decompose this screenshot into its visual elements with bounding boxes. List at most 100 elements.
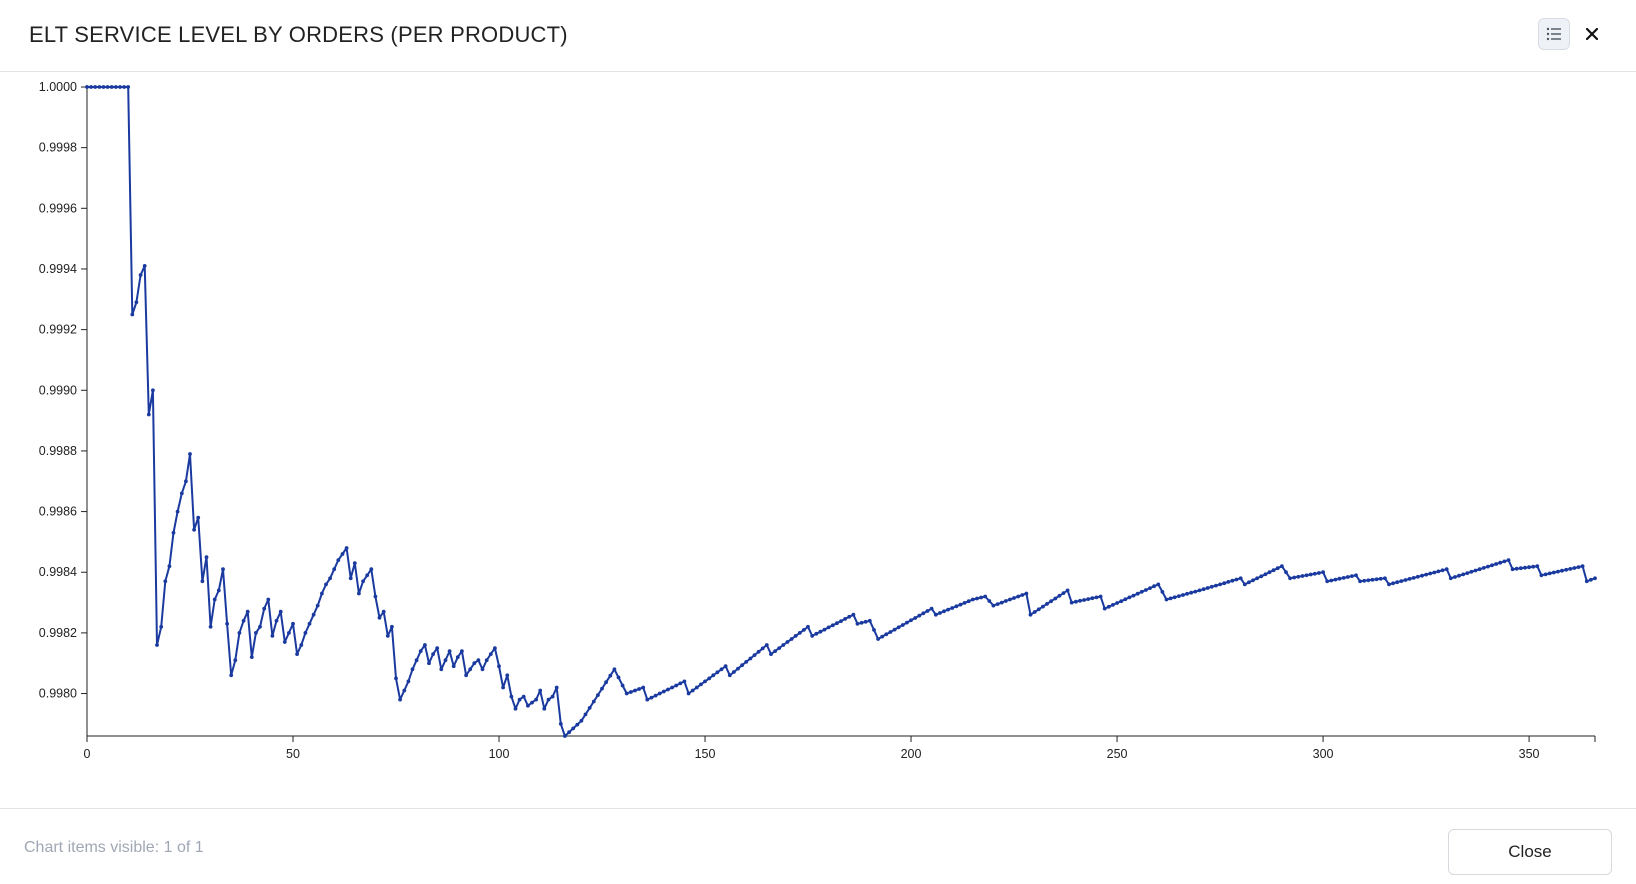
data-point <box>896 625 901 630</box>
data-point <box>410 667 415 672</box>
data-point <box>1486 564 1490 569</box>
data-point <box>497 664 501 669</box>
data-point <box>1267 570 1272 575</box>
data-point <box>657 691 662 696</box>
data-point <box>962 601 967 605</box>
data-point <box>1411 576 1416 580</box>
close-button[interactable]: Close <box>1448 829 1612 875</box>
data-point <box>1308 572 1313 577</box>
data-point <box>966 599 971 604</box>
data-point <box>1383 576 1387 581</box>
data-point <box>752 653 757 657</box>
data-point <box>1395 580 1400 585</box>
data-point <box>711 673 716 678</box>
data-point <box>777 646 782 650</box>
data-point <box>1280 564 1284 569</box>
data-point <box>674 683 679 688</box>
data-point <box>328 576 332 581</box>
data-point <box>480 667 485 672</box>
data-point <box>439 667 444 672</box>
data-point <box>258 624 262 629</box>
data-point <box>1181 593 1185 597</box>
close-dialog-button[interactable] <box>1578 20 1606 48</box>
data-point <box>208 624 213 629</box>
data-point <box>624 691 629 696</box>
data-point <box>760 646 765 651</box>
data-point <box>682 679 687 684</box>
data-point <box>484 658 489 663</box>
data-point <box>1127 595 1132 600</box>
data-point <box>596 693 600 697</box>
data-point <box>1131 593 1136 598</box>
data-point <box>1543 572 1548 577</box>
data-point <box>1238 576 1243 581</box>
data-point <box>567 730 571 735</box>
data-point <box>1193 589 1198 594</box>
data-point <box>307 621 312 626</box>
data-point <box>1481 566 1486 570</box>
x-tick-label: 0 <box>84 747 91 761</box>
data-point <box>661 689 666 694</box>
data-point <box>299 643 304 647</box>
legend-toggle-button[interactable] <box>1538 18 1570 50</box>
data-point <box>113 85 118 89</box>
y-tick-label: 0.9988 <box>39 444 77 458</box>
data-point <box>1547 571 1552 576</box>
y-tick-label: 0.9998 <box>39 141 77 155</box>
data-point <box>1251 578 1255 583</box>
data-point <box>1564 567 1569 572</box>
data-point <box>748 656 753 661</box>
data-point <box>583 712 588 717</box>
data-point <box>266 597 271 602</box>
data-point <box>1510 567 1515 572</box>
data-point <box>876 637 880 641</box>
data-point <box>694 685 699 690</box>
data-point <box>229 673 234 678</box>
data-point <box>991 603 996 608</box>
data-point <box>505 673 510 678</box>
data-point <box>1300 574 1305 578</box>
data-point <box>488 652 493 656</box>
data-point <box>1399 579 1404 583</box>
data-point <box>1436 569 1441 574</box>
data-point <box>1387 582 1391 587</box>
data-point <box>126 85 131 89</box>
data-point <box>995 602 1000 606</box>
data-point <box>340 552 345 556</box>
data-point <box>472 661 477 666</box>
data-point <box>311 612 316 617</box>
data-point <box>1098 594 1103 599</box>
data-point <box>1584 579 1589 584</box>
x-tick-label: 100 <box>489 747 510 761</box>
data-point <box>1560 568 1564 573</box>
data-point <box>1333 577 1338 582</box>
data-point <box>1234 577 1239 582</box>
data-point <box>1061 591 1066 595</box>
data-point <box>138 273 143 277</box>
data-point <box>464 673 468 678</box>
data-point <box>1572 566 1577 570</box>
data-point <box>958 602 963 607</box>
data-point <box>1448 576 1453 581</box>
data-point <box>324 582 328 587</box>
data-point <box>1539 573 1544 578</box>
data-point <box>517 697 522 702</box>
data-point <box>1045 602 1049 606</box>
data-point <box>843 617 847 621</box>
data-point <box>1527 565 1531 570</box>
data-point <box>1415 574 1420 579</box>
data-point <box>1247 580 1251 585</box>
data-point <box>1094 595 1099 600</box>
data-point <box>1090 596 1095 601</box>
data-point <box>938 611 942 615</box>
data-point <box>1498 560 1503 565</box>
data-point <box>1053 596 1058 601</box>
dialog-footer: Chart items visible: 1 of 1 Close <box>0 808 1636 884</box>
data-point <box>1024 591 1029 596</box>
data-point <box>175 509 180 514</box>
x-tick-label: 300 <box>1313 747 1334 761</box>
data-point <box>892 627 897 632</box>
data-point <box>398 697 402 702</box>
data-point <box>1576 565 1581 569</box>
data-point <box>155 643 159 647</box>
